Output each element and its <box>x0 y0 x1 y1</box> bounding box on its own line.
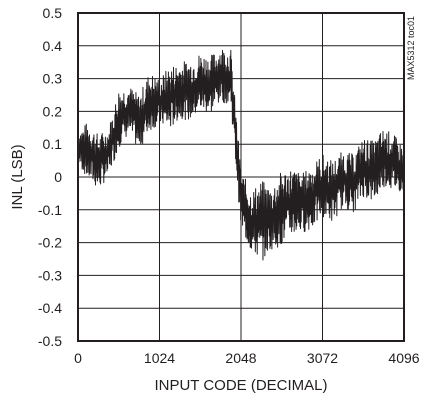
y-tick-label: 0.1 <box>43 136 63 152</box>
y-tick-label: -0.2 <box>38 235 62 251</box>
y-tick-labels: 0.5 0.4 0.3 0.2 0.1 0 -0.1 -0.2 -0.3 -0.4 -0.5 <box>38 5 62 349</box>
x-tick-label: 0 <box>74 350 82 366</box>
y-tick-label: -0.5 <box>38 333 62 349</box>
y-axis-label: INL (LSB) <box>9 144 26 209</box>
inl-trace <box>77 49 405 261</box>
watermark-label: MAX5312 toc01 <box>406 16 416 80</box>
y-tick-label: 0.3 <box>43 71 63 87</box>
y-tick-label: -0.3 <box>38 267 62 283</box>
inl-series-line <box>77 49 405 261</box>
x-tick-label: 4096 <box>388 350 419 366</box>
y-tick-label: -0.1 <box>38 202 62 218</box>
y-tick-label: 0 <box>54 169 62 185</box>
y-tick-label: 0.2 <box>43 103 63 119</box>
x-tick-label: 1024 <box>144 350 175 366</box>
y-tick-label: -0.4 <box>38 300 62 316</box>
plot-frame <box>77 12 405 342</box>
y-tick-label: 0.4 <box>43 38 63 54</box>
x-tick-label: 3072 <box>307 350 338 366</box>
x-tick-label: 2048 <box>225 350 256 366</box>
y-tick-label: 0.5 <box>43 5 63 21</box>
x-axis-label: INPUT CODE (DECIMAL) <box>154 377 327 394</box>
x-tick-labels: 0 1024 2048 3072 4096 <box>74 350 420 366</box>
